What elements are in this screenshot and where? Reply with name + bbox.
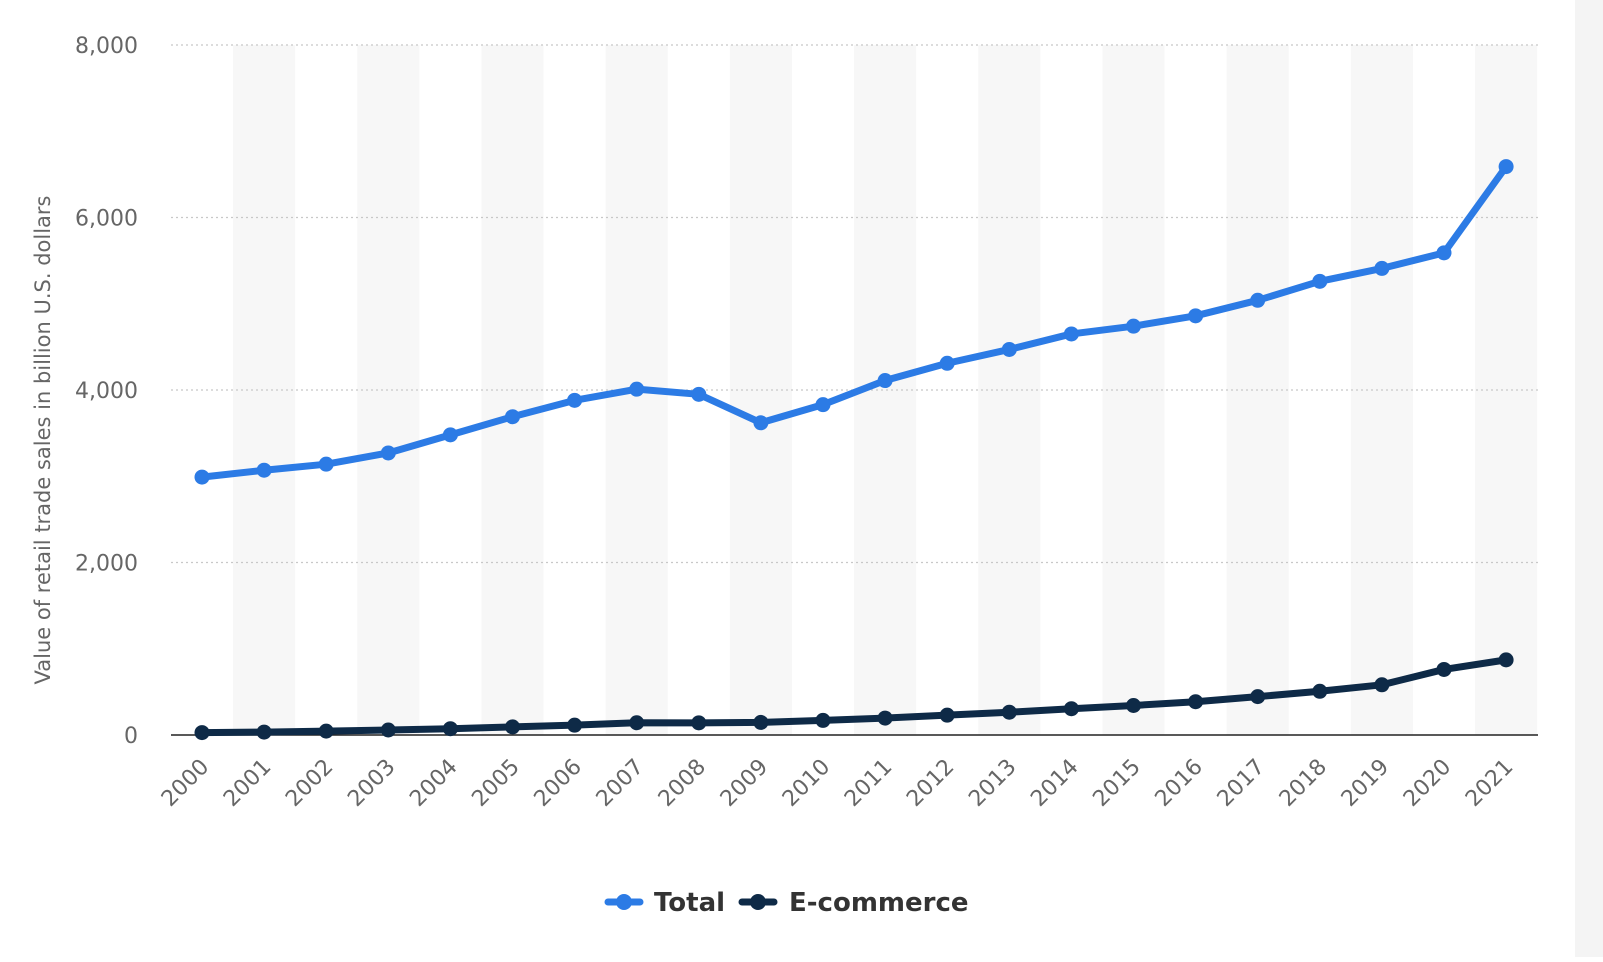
data-point-total[interactable] (1498, 159, 1514, 175)
data-point-total[interactable] (939, 355, 955, 371)
data-point-total[interactable] (380, 445, 396, 461)
x-axis-ticks: 2000 2001 2002 2003 2004 2005 2006 2007 2008 2009… (157, 755, 1518, 812)
data-point-e-commerce[interactable] (505, 719, 520, 735)
data-point-e-commerce[interactable] (442, 721, 458, 737)
data-point-total[interactable] (1250, 292, 1266, 308)
data-point-total[interactable] (1436, 245, 1452, 261)
data-point-total[interactable] (1374, 260, 1390, 276)
data-point-e-commerce[interactable] (1374, 677, 1390, 693)
data-point-total[interactable] (753, 415, 769, 431)
legend: Total E-commerce (604, 888, 969, 918)
y-tick-label: 0 (124, 724, 138, 749)
data-point-total[interactable] (194, 469, 210, 485)
data-point-e-commerce[interactable] (1250, 689, 1266, 705)
data-point-e-commerce[interactable] (1001, 704, 1017, 720)
y-tick-label: 8,000 (75, 34, 138, 59)
x-tick-label: 2013 (964, 755, 1021, 812)
data-point-e-commerce[interactable] (1436, 661, 1452, 677)
x-tick-label: 2020 (1399, 755, 1456, 812)
data-point-e-commerce[interactable] (1126, 698, 1141, 714)
legend-label: Total (654, 888, 725, 918)
data-point-e-commerce[interactable] (318, 723, 334, 739)
y-tick-label: 6,000 (75, 207, 138, 232)
column-band (233, 45, 296, 735)
data-point-total[interactable] (1001, 341, 1017, 357)
column-band (978, 45, 1041, 735)
data-point-e-commerce[interactable] (629, 715, 645, 731)
x-tick-label: 2021 (1461, 755, 1518, 812)
series-total (194, 159, 1514, 485)
y-axis-ticks: 0 2,000 4,000 6,000 8,000 (75, 34, 138, 749)
legend-label: E-commerce (789, 888, 969, 918)
data-point-e-commerce[interactable] (380, 722, 396, 738)
data-point-total[interactable] (815, 397, 831, 413)
x-tick-label: 2016 (1151, 755, 1208, 812)
data-point-total[interactable] (442, 427, 458, 443)
data-point-total[interactable] (629, 381, 645, 397)
x-tick-label: 2017 (1213, 755, 1270, 812)
data-point-total[interactable] (1312, 273, 1328, 289)
data-point-e-commerce[interactable] (194, 725, 210, 741)
data-point-e-commerce[interactable] (1498, 652, 1514, 668)
scrollbar-track (1575, 0, 1603, 957)
x-tick-label: 2015 (1088, 755, 1145, 812)
x-tick-label: 2003 (343, 755, 400, 812)
x-tick-label: 2005 (467, 755, 524, 812)
data-point-e-commerce[interactable] (691, 715, 707, 731)
data-point-total[interactable] (505, 409, 520, 425)
legend-item-total[interactable]: Total (604, 888, 725, 918)
x-tick-label: 2012 (902, 755, 959, 812)
legend-swatch-marker (616, 894, 632, 910)
data-point-e-commerce[interactable] (877, 710, 893, 726)
series-line-e-commerce (198, 656, 1510, 737)
data-point-total[interactable] (567, 392, 583, 408)
x-tick-label: 2019 (1337, 755, 1394, 812)
legend-item-e-commerce[interactable]: E-commerce (738, 888, 969, 918)
data-point-e-commerce[interactable] (1063, 701, 1079, 717)
data-point-e-commerce[interactable] (1312, 683, 1328, 699)
x-tick-label: 2010 (778, 755, 835, 812)
legend-swatch-marker (750, 894, 766, 910)
x-tick-label: 2002 (281, 755, 338, 812)
data-point-total[interactable] (691, 386, 707, 402)
x-tick-label: 2004 (405, 755, 462, 812)
series-line-total (198, 163, 1510, 481)
data-point-total[interactable] (1063, 326, 1079, 342)
data-point-e-commerce[interactable] (753, 714, 769, 730)
data-point-total[interactable] (256, 462, 272, 478)
x-tick-label: 2009 (716, 755, 773, 812)
x-tick-label: 2018 (1275, 755, 1332, 812)
x-tick-label: 2006 (530, 755, 587, 812)
series-e-commerce (194, 652, 1514, 741)
series-group (194, 159, 1514, 741)
data-point-total[interactable] (877, 373, 893, 389)
data-point-total[interactable] (1188, 308, 1204, 324)
x-tick-label: 2014 (1026, 755, 1083, 812)
x-tick-label: 2000 (157, 755, 214, 812)
data-point-e-commerce[interactable] (939, 707, 955, 723)
y-axis-title: Value of retail trade sales in billion U… (31, 196, 55, 685)
x-tick-label: 2007 (592, 755, 649, 812)
x-tick-label: 2001 (219, 755, 276, 812)
data-point-total[interactable] (1126, 318, 1141, 334)
data-point-e-commerce[interactable] (815, 712, 831, 728)
data-point-e-commerce[interactable] (1188, 694, 1204, 710)
x-tick-label: 2008 (654, 755, 711, 812)
y-tick-label: 4,000 (75, 379, 138, 404)
data-point-e-commerce[interactable] (567, 717, 583, 733)
x-tick-label: 2011 (840, 755, 897, 812)
data-point-e-commerce[interactable] (256, 724, 272, 740)
data-point-total[interactable] (318, 456, 334, 472)
y-tick-label: 2,000 (75, 552, 138, 577)
